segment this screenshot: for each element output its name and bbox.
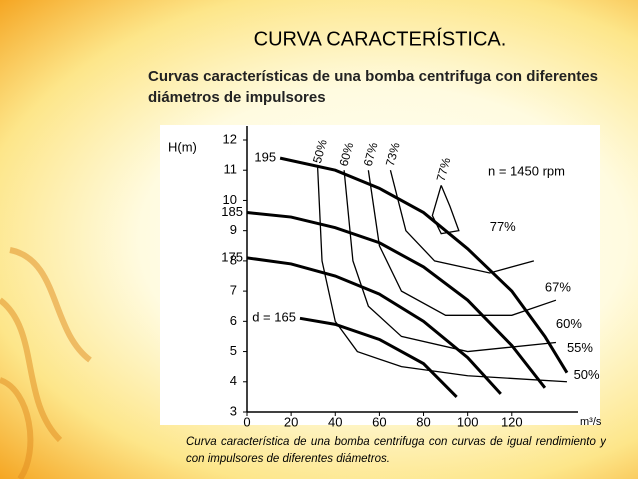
y-tick-label: 8 bbox=[230, 252, 237, 267]
annotation: n = 1450 rpm bbox=[488, 163, 565, 178]
y-tick-label: 3 bbox=[230, 403, 237, 418]
series-line bbox=[316, 167, 568, 383]
right-label: 67% bbox=[545, 280, 571, 295]
series-label: d = 165 bbox=[252, 310, 296, 325]
y-tick-label: 7 bbox=[230, 283, 237, 298]
x-tick-label: 20 bbox=[284, 414, 298, 429]
y-tick-label: 11 bbox=[224, 162, 238, 177]
series-label: 185 bbox=[221, 204, 243, 219]
y-tick-label: 5 bbox=[230, 343, 237, 358]
series-line bbox=[299, 316, 458, 398]
y-tick-label: 10 bbox=[223, 192, 237, 207]
series-line bbox=[343, 170, 556, 353]
x-axis-label: m³/s bbox=[580, 416, 602, 428]
caption-box: Curva característica de una bomba centri… bbox=[186, 436, 606, 465]
series-line bbox=[431, 185, 460, 235]
y-tick-label: 12 bbox=[223, 131, 237, 146]
series-label: 175 bbox=[221, 249, 243, 264]
subtitle: Curvas características de una bomba cent… bbox=[148, 68, 598, 106]
x-tick-label: 60 bbox=[372, 414, 386, 429]
series-label: 50% bbox=[310, 138, 330, 165]
series-line bbox=[246, 211, 547, 389]
series-label: 67% bbox=[361, 141, 381, 168]
x-tick-label: 40 bbox=[328, 414, 342, 429]
title: CURVA CARACTERÍSTICA. bbox=[254, 27, 507, 50]
x-tick-label: 100 bbox=[457, 414, 479, 429]
right-label: 50% bbox=[574, 367, 600, 382]
right-label: 60% bbox=[556, 316, 582, 331]
series-label: 73% bbox=[383, 141, 403, 168]
series-label: 77% bbox=[434, 156, 454, 183]
series-line bbox=[279, 156, 569, 374]
x-tick-label: 0 bbox=[243, 414, 250, 429]
series-line bbox=[389, 170, 535, 274]
chart-bg bbox=[160, 125, 600, 425]
series-label: 60% bbox=[337, 141, 357, 168]
caption: Curva característica de una bomba centri… bbox=[186, 436, 606, 465]
subtitle-box: Curvas características de una bomba cent… bbox=[148, 68, 598, 106]
right-label: 77% bbox=[490, 219, 516, 234]
right-label: 55% bbox=[567, 340, 593, 355]
y-tick-label: 9 bbox=[230, 222, 237, 237]
y-axis-label: H(m) bbox=[168, 139, 197, 154]
x-tick-label: 120 bbox=[501, 414, 523, 429]
series-line bbox=[367, 170, 557, 316]
decoration bbox=[0, 247, 92, 479]
series-line bbox=[246, 256, 502, 395]
y-tick-label: 6 bbox=[230, 313, 237, 328]
series-label: 195 bbox=[254, 150, 276, 165]
x-tick-label: 80 bbox=[416, 414, 430, 429]
y-tick-label: 4 bbox=[230, 373, 237, 388]
